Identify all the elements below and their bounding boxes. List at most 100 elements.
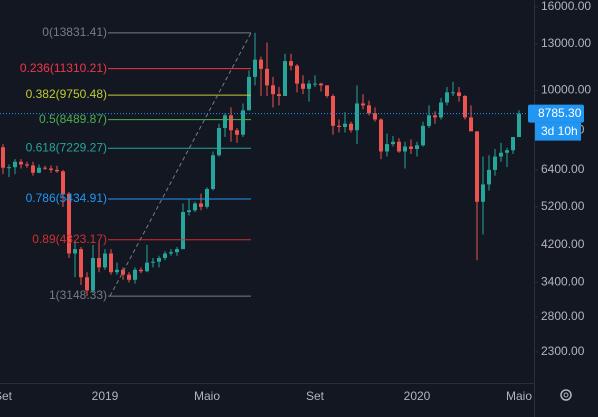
fib-trend <box>109 32 252 297</box>
candle-body <box>49 168 53 170</box>
candle-body <box>31 165 35 173</box>
candle-body <box>271 85 275 95</box>
candle-body <box>229 115 233 131</box>
candle-body <box>103 253 107 268</box>
candle-body <box>325 85 329 96</box>
candle-body <box>409 146 413 149</box>
candle-body <box>187 210 191 213</box>
last-price-label: 8785.30 <box>538 106 582 120</box>
candle-body <box>199 203 203 207</box>
candle-body <box>193 203 197 211</box>
candle-body <box>511 137 515 151</box>
candle-body <box>433 115 437 118</box>
candle-body <box>445 92 449 103</box>
x-tick-label: Set <box>306 389 325 403</box>
y-tick-label: 10000.00 <box>541 83 591 97</box>
candle-body <box>115 269 119 273</box>
candle-body <box>505 150 509 153</box>
candle-body <box>127 274 131 280</box>
candle-body <box>67 193 71 254</box>
candle-body <box>331 95 335 126</box>
candle-body <box>367 105 371 114</box>
y-tick-label: 16000.00 <box>541 0 591 13</box>
candle-body <box>241 110 245 135</box>
candle-body <box>181 212 185 250</box>
candle-body <box>175 249 179 253</box>
candle-body <box>265 68 269 86</box>
candle-body <box>481 184 485 202</box>
candle-body <box>91 258 95 291</box>
candle-body <box>457 92 461 96</box>
y-tick-label: 3400.00 <box>541 275 585 289</box>
candle-body <box>211 155 215 189</box>
candle-body <box>169 252 173 254</box>
x-tick-label: Maio <box>506 389 532 403</box>
y-tick-label: 2300.00 <box>541 344 585 358</box>
candle-body <box>421 125 425 146</box>
candle-body <box>19 161 23 165</box>
candle-body <box>43 167 47 169</box>
fib-label: 0.618(7229.27) <box>26 140 107 154</box>
candle-body <box>97 258 101 268</box>
candle-body <box>349 123 353 131</box>
candle-body <box>385 144 389 152</box>
candle-body <box>1 147 5 168</box>
candle-body <box>253 59 257 77</box>
candle-body <box>391 141 395 145</box>
settings-icon[interactable] <box>560 389 572 401</box>
candle-body <box>55 169 59 172</box>
candle-body <box>463 95 467 118</box>
candle-body <box>157 258 161 262</box>
countdown-label: 3d 10h <box>541 124 578 138</box>
candle-body <box>319 83 323 86</box>
candle-body <box>493 156 497 170</box>
candle-body <box>517 113 521 138</box>
candle-body <box>451 92 455 94</box>
y-tick-label: 4200.00 <box>541 237 585 251</box>
candle-body <box>61 171 65 194</box>
candle-body <box>499 152 503 157</box>
fib-label: 0.382(9750.48) <box>26 87 107 101</box>
candle-body <box>13 161 17 168</box>
candle-body <box>85 277 89 291</box>
candle-body <box>337 125 341 127</box>
candle-body <box>223 115 227 129</box>
last-price-box <box>528 104 584 123</box>
fib-label: 0.5(8489.87) <box>39 112 107 126</box>
x-tick-label: Set <box>0 389 13 403</box>
fib-label: 0.89(4323.17) <box>32 232 107 246</box>
fib-label: 0.786(5434.91) <box>26 191 107 205</box>
candle-body <box>247 76 251 111</box>
countdown-box <box>535 122 581 141</box>
x-tick-label: Maio <box>194 389 220 403</box>
candle-body <box>205 188 209 207</box>
candle-body <box>283 61 287 96</box>
candle-body <box>295 65 299 84</box>
candle-body <box>361 103 365 106</box>
candle-body <box>475 131 479 202</box>
candle-body <box>151 261 155 263</box>
fib-label: 0(13831.41) <box>42 25 107 39</box>
candle-body <box>145 262 149 272</box>
candle-body <box>133 269 137 280</box>
candle-body <box>403 146 407 152</box>
candle-body <box>7 167 11 169</box>
candle-body <box>301 83 305 89</box>
candle-body <box>121 269 125 275</box>
candle-body <box>313 83 317 85</box>
candle-body <box>355 103 359 131</box>
candle-body <box>397 141 401 152</box>
fib-label: 1(3148.33) <box>49 288 107 302</box>
candle-body <box>73 249 77 254</box>
candle-body <box>379 119 383 152</box>
candle-body <box>79 249 83 278</box>
candle-body <box>439 102 443 118</box>
y-tick-label: 6400.00 <box>541 162 585 176</box>
candle-body <box>217 128 221 156</box>
candle-body <box>163 253 167 259</box>
x-tick-label: 2020 <box>404 389 431 403</box>
y-tick-label: 13000.00 <box>541 36 591 50</box>
candle-body <box>469 117 473 132</box>
candle-body <box>373 113 377 120</box>
